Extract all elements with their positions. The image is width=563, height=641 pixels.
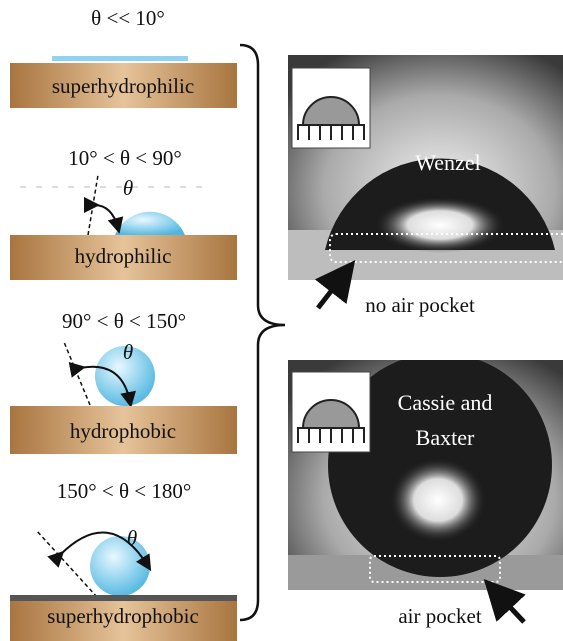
model-label: Cassie and <box>398 390 493 415</box>
angle-symbol: θ <box>123 340 133 364</box>
angle-symbol: θ <box>123 176 133 200</box>
model-label: Wenzel <box>415 150 480 175</box>
condition: 90° < θ < 150° <box>62 309 186 333</box>
surface-label: hydrophobic <box>70 419 176 443</box>
condition: θ << 10° <box>91 6 165 30</box>
substrate-edge <box>10 595 237 601</box>
angle-arrow <box>94 205 118 228</box>
surface-label: superhydrophobic <box>47 604 199 628</box>
model-label: Baxter <box>416 425 475 450</box>
caption: no air pocket <box>365 293 475 317</box>
brace <box>240 45 285 620</box>
pointer-arrow <box>494 590 524 622</box>
tangent <box>64 342 90 405</box>
caption: air pocket <box>398 604 482 628</box>
droplet <box>115 212 185 235</box>
surface-label: superhydrophilic <box>52 74 194 98</box>
tangent <box>36 530 97 597</box>
angle-symbol: θ <box>127 526 137 550</box>
diagram: θ << 10° superhydrophilic 10° < θ < 90° … <box>0 0 563 641</box>
condition: 150° < θ < 180° <box>57 479 192 503</box>
condition: 10° < θ < 90° <box>68 146 182 170</box>
water-film <box>52 56 188 61</box>
photo <box>288 353 563 590</box>
droplet <box>90 536 150 596</box>
surface-label: hydrophilic <box>75 244 172 268</box>
